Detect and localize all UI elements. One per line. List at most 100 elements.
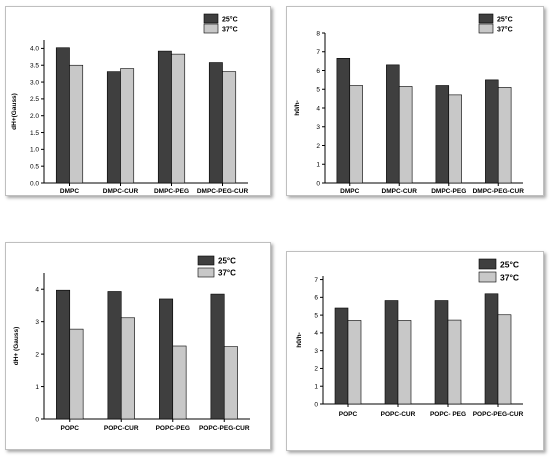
- chart-panel-popc-dh: 0 1 2 3 4 dH+ (Gauss) POPC POPC-CUR POPC-PEG POPC…: [5, 242, 271, 450]
- legend-swatch: [197, 255, 215, 266]
- y-axis-title: dH+ (Gauss): [13, 327, 20, 365]
- category-label: DMPC-CUR: [103, 188, 139, 195]
- chart-popc-ratio: 0 1 2 3 4 5 6 7 h0/h- POPC POPC-CUR POPC- PEG POPC-P…: [296, 258, 524, 418]
- legend-label: 37°C: [218, 269, 236, 278]
- y-tick-label: 0: [35, 416, 39, 423]
- bar: [159, 298, 174, 420]
- bar: [157, 50, 172, 184]
- y-tick-label: 1.5: [30, 130, 39, 137]
- bar: [69, 64, 84, 184]
- y-tick-label: 2: [35, 351, 39, 358]
- legend-swatch: [203, 13, 219, 24]
- y-axis-title: h0/h-: [294, 100, 301, 116]
- category-label: DMPC: [60, 188, 79, 195]
- bar: [384, 300, 399, 405]
- bar: [497, 87, 512, 184]
- legend-swatch: [478, 258, 497, 270]
- bar: [172, 345, 187, 420]
- bar: [448, 94, 462, 184]
- y-tick-label: 3: [314, 348, 318, 355]
- bar: [497, 314, 512, 405]
- bar: [223, 346, 238, 420]
- y-tick-label: 4: [314, 330, 318, 337]
- category-label: DMPC-PEG: [154, 188, 189, 195]
- legend-label: 25°C: [500, 260, 519, 270]
- y-tick-label: 0.0: [30, 180, 39, 187]
- legend-label: 37°C: [500, 273, 519, 283]
- chart-panel-dmpc-ratio: 0 1 2 3 4 5 6 7 8 h0/h- DMPC DMPC-CUR DMPC-PEG DMPC-P…: [286, 6, 544, 196]
- bar: [107, 291, 122, 420]
- bar: [106, 71, 121, 184]
- bar: [171, 53, 186, 184]
- category-label: DMPC-CUR: [382, 188, 418, 195]
- y-tick-label: 4: [316, 105, 320, 112]
- y-tick-label: 2.0: [30, 113, 39, 120]
- y-tick-label: 5: [314, 312, 318, 319]
- legend-label: 37°C: [222, 26, 238, 34]
- legend-swatch: [478, 271, 497, 283]
- category-label: POPC- PEG: [430, 411, 466, 418]
- y-tick-label: 1: [314, 384, 318, 391]
- y-tick-label: 3: [316, 124, 320, 131]
- y-tick-label: 1: [35, 384, 39, 391]
- category-label: DMPC-PEG-CUR: [197, 188, 249, 195]
- y-tick-label: 4.0: [30, 46, 39, 53]
- category-label: POPC: [339, 411, 358, 418]
- bar: [334, 307, 349, 405]
- y-tick-label: 3.0: [30, 79, 39, 86]
- legend-swatch: [197, 267, 215, 278]
- chart-panel-popc-ratio: 0 1 2 3 4 5 6 7 h0/h- POPC POPC-CUR POPC- PEG POPC-P…: [286, 251, 544, 451]
- bar: [386, 64, 400, 184]
- y-tick-label: 8: [316, 30, 320, 37]
- chart-popc-dh: 0 1 2 3 4 dH+ (Gauss) POPC POPC-CUR POPC-PEG POPC…: [13, 255, 250, 432]
- category-label: DMPC: [340, 188, 359, 195]
- legend-label: 37°C: [497, 26, 513, 34]
- y-axis-title: dH+(Gauss): [11, 93, 18, 130]
- legend-label: 25°C: [218, 257, 236, 266]
- legend-swatch: [203, 23, 219, 34]
- bar: [347, 320, 362, 405]
- chart-dmpc-dh: 0.0 0.5 1.0 1.5 2.0 2.5 3.0 3.5 4.0 dH+(Gauss) DMP…: [11, 13, 249, 195]
- bar: [120, 68, 135, 184]
- category-label: POPC-CUR: [104, 425, 139, 432]
- bar: [435, 85, 450, 184]
- bar: [398, 86, 413, 184]
- category-label: DMPC-PEG-CUR: [473, 188, 525, 195]
- bar: [434, 300, 449, 405]
- legend-swatch: [478, 13, 494, 24]
- bar: [55, 47, 70, 184]
- bar: [56, 289, 71, 420]
- y-tick-label: 6: [316, 68, 320, 75]
- y-tick-label: 4: [35, 287, 39, 294]
- bar: [397, 320, 412, 405]
- y-tick-label: 0.5: [30, 163, 39, 170]
- y-axis-title: h0/h-: [296, 332, 303, 348]
- bar: [208, 62, 223, 184]
- bar: [349, 85, 363, 184]
- y-tick-label: 2.5: [30, 96, 39, 103]
- category-label: DMPC-PEG: [431, 188, 466, 195]
- bar: [485, 79, 499, 184]
- bar: [222, 71, 237, 184]
- y-tick-label: 5: [316, 87, 320, 94]
- legend-label: 25°C: [497, 16, 513, 24]
- y-tick-label: 2: [316, 143, 320, 150]
- y-tick-label: 2: [314, 366, 318, 373]
- bar: [484, 293, 499, 405]
- bar: [210, 293, 225, 420]
- chart-dmpc-ratio: 0 1 2 3 4 5 6 7 8 h0/h- DMPC DMPC-CUR DMPC-PEG DMPC-P…: [294, 13, 525, 195]
- y-tick-label: 3.5: [30, 63, 39, 70]
- y-tick-label: 7: [316, 49, 320, 56]
- y-tick-label: 0: [314, 401, 318, 408]
- y-tick-label: 1: [316, 162, 320, 169]
- legend-label: 25°C: [222, 16, 238, 24]
- legend-swatch: [478, 23, 494, 34]
- bar: [69, 328, 84, 420]
- category-label: POPC-PEG: [156, 425, 190, 432]
- category-label: POPC: [61, 425, 80, 432]
- bar: [120, 317, 135, 420]
- y-tick-label: 0: [316, 180, 320, 187]
- category-label: POPC-CUR: [381, 411, 416, 418]
- chart-panel-dmpc-dh: 0.0 0.5 1.0 1.5 2.0 2.5 3.0 3.5 4.0 dH+(Gauss) DMP…: [5, 6, 271, 196]
- bar: [447, 319, 462, 405]
